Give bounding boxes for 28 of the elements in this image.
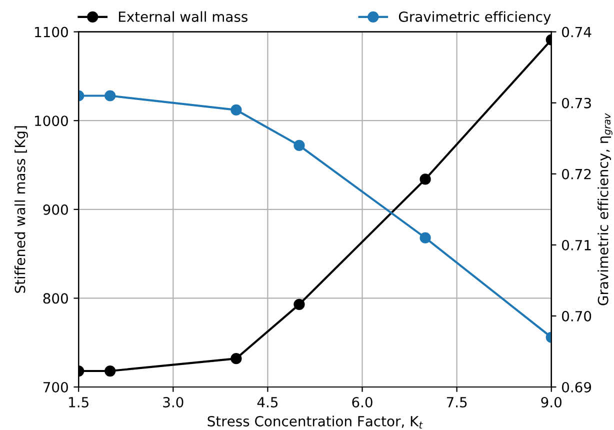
y2-tick-label: 0.73: [562, 98, 591, 108]
y2-tick-label: 0.70: [562, 310, 592, 322]
point: [294, 298, 305, 310]
y-tick-label: 800: [43, 293, 68, 304]
x-axis-title: Stress Concentration Factor, K$_{t}$: [208, 416, 423, 429]
y-tick-label: 700: [44, 382, 68, 392]
y-tick-label: 900: [43, 204, 68, 215]
y2-tick-label: 0.71: [562, 240, 591, 250]
y-tick-label: 1000: [35, 116, 68, 126]
point: [420, 174, 431, 185]
point: [230, 353, 242, 364]
x-tick-label: 1.5: [69, 397, 88, 408]
point: [420, 232, 431, 244]
x-tick-label: 9.0: [541, 396, 562, 408]
x-tick-label: 6.0: [352, 396, 372, 408]
y2-tick-label: 0.74: [562, 26, 592, 38]
point: [294, 140, 305, 152]
y-tick-label: 1100: [35, 26, 68, 38]
y-axis-title: Stiffened wall mass [Kg]: [14, 126, 28, 293]
legend-label: Gravimetric efficiency: [398, 11, 551, 25]
point: [230, 104, 242, 116]
x-tick-label: 4.5: [257, 397, 278, 408]
y2-axis-title: Gravimetric efficiency, η$_{grav}$: [598, 113, 612, 306]
y2-tick-label: 0.69: [562, 382, 592, 392]
legend-label: External wall mass: [118, 11, 248, 22]
x-tick-label: 3.0: [163, 396, 184, 408]
y2-tick-label: 0.72: [562, 168, 591, 180]
x-tick-label: 7.5: [446, 397, 467, 408]
